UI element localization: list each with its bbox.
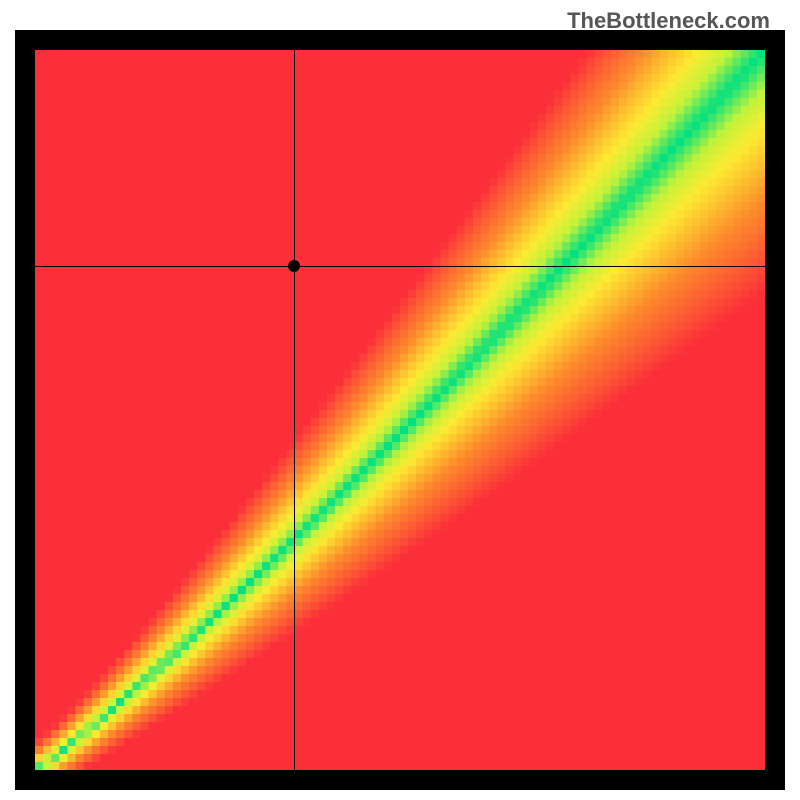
- crosshair-horizontal: [35, 266, 765, 267]
- heatmap-svg: [35, 50, 765, 770]
- crosshair-vertical: [294, 50, 295, 770]
- heatmap-plot: [35, 50, 765, 770]
- chart-frame: [15, 30, 785, 790]
- crosshair-marker: [288, 260, 300, 272]
- watermark-text: TheBottleneck.com: [567, 8, 770, 34]
